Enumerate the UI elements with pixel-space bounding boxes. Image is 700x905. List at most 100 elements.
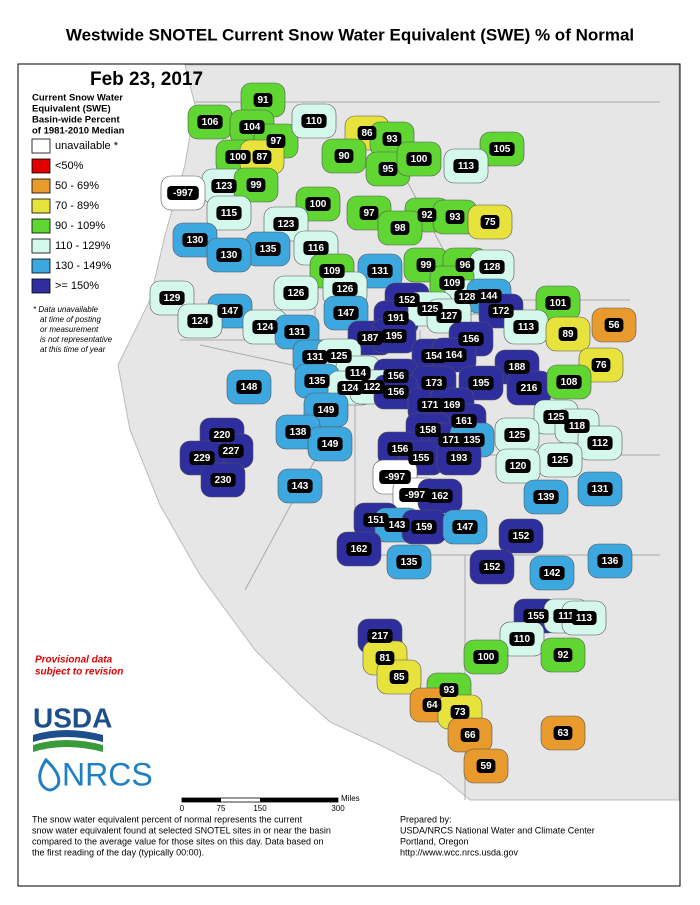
basin-label: 116 [308,243,325,254]
label-box [159,291,185,305]
label-box [421,349,447,363]
label-box [266,134,286,148]
label-box [504,428,530,442]
basin-label: -997 [173,188,193,199]
label-box [406,152,432,166]
footer-text: compared to the average value for those … [32,836,324,846]
legend-label: 90 - 109% [55,220,105,232]
basin-label: 152 [399,295,416,306]
legend-label: 50 - 69% [55,180,99,192]
label-box [439,683,459,697]
basin-label: -997 [405,490,425,501]
basin-label: 122 [364,382,381,393]
legend-title: Equivalent (SWE) [32,104,111,115]
basin-label: 95 [382,164,394,175]
basin-label: 118 [569,421,586,432]
legend-swatch [31,238,51,254]
label-box [317,437,343,451]
basin-label: 105 [494,144,511,155]
basin-label: 171 [443,435,460,446]
basin-label: 73 [454,707,466,718]
basin-label: 131 [289,327,306,338]
basin-label: 92 [557,650,569,661]
label-box [468,376,494,390]
legend-swatch [31,198,51,214]
basin-label: 162 [432,491,449,502]
footer-credit: http://www.wcc.nrcs.usda.gov [400,847,519,857]
label-box [421,376,447,390]
basin-label: 136 [602,556,619,567]
basin-label: 128 [459,292,476,303]
basin-label: 113 [458,161,475,172]
basin-label: 104 [244,122,261,133]
label-box [505,459,531,473]
basin-label: 216 [521,383,538,394]
note-line: at time of posting [40,315,101,324]
basin-label: 155 [413,453,430,464]
basin-label: 143 [389,520,406,531]
label-box [313,403,339,417]
legend-label: 130 - 149% [55,260,111,272]
label-box [513,320,539,334]
label-box [167,186,199,200]
scale-tick-label: 150 [253,804,267,813]
label-box [246,178,266,192]
basin-label: 156 [388,371,405,382]
basin-label: 123 [278,219,295,230]
label-box [446,451,472,465]
label-box [302,350,328,364]
basin-label: 100 [310,199,327,210]
label-box [488,304,514,318]
label-box [375,651,395,665]
basin-label: 149 [318,405,335,416]
label-box [209,428,235,442]
label-box [460,728,480,742]
basin-labels: 106 91 104 97 110 86 93 105 100 87 90 95 100 113 123 99… [159,93,624,773]
label-box [218,444,244,458]
basin-label: 135 [401,557,418,568]
label-box [387,442,413,456]
label-box [556,375,582,389]
basin-label: 130 [187,235,204,246]
basin-label: 76 [595,360,607,371]
label-box [225,150,251,164]
logo-wave [33,730,103,742]
label-box [411,520,437,534]
nrcs-text: NRCS [62,756,153,792]
basin-label: 127 [441,311,458,322]
basin-label: 108 [561,377,578,388]
basin-label: 172 [493,306,510,317]
basin-label: 171 [422,400,439,411]
basin-label: 227 [223,446,240,457]
label-box [359,206,379,220]
legend-swatch [31,138,51,154]
label-box [508,529,534,543]
basin-label: 195 [473,378,490,389]
basin-label: 148 [241,382,258,393]
basin-label: -997 [385,472,405,483]
label-box [509,632,535,646]
label-box [473,650,499,664]
footer-credit: Prepared by: [400,814,452,824]
basin-label: 131 [372,266,389,277]
basin-label: 101 [550,298,567,309]
basin-label: 191 [388,313,405,324]
label-box [417,302,443,316]
label-box [216,206,242,220]
date: Feb 23, 2017 [90,69,203,90]
label-box [345,366,371,380]
basin-label: 173 [426,378,443,389]
basin-label: 124 [257,322,274,333]
basin-label: 89 [562,329,574,340]
label-box [363,513,389,527]
basin-label: 124 [342,383,359,394]
label-box [396,555,422,569]
label-box [378,162,398,176]
basin-label: 147 [338,308,355,319]
label-box [459,433,485,447]
scale-segment [260,798,338,802]
label-box [439,276,465,290]
label-box [334,149,354,163]
provisional-note: Provisional data [35,655,113,666]
footer-text: snow water equivalent found at selected … [32,825,331,835]
